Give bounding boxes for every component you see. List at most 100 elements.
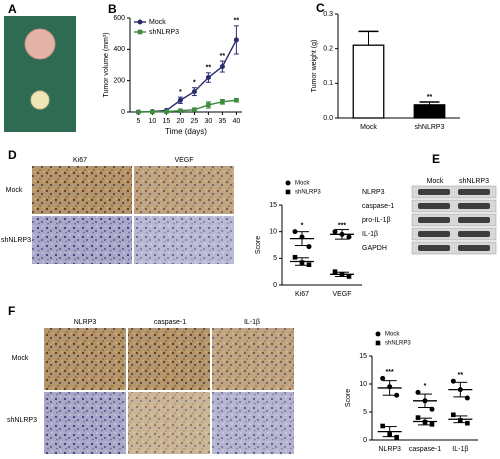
y-tick-label: 0 [121,109,125,116]
marker [136,109,141,115]
legend-label: shNLRP3 [295,190,321,196]
blot-band [458,245,490,251]
y-tick-label: 0 [363,437,367,444]
significance: * [179,89,182,96]
marker [450,378,456,384]
blot-row-label: caspase-1 [362,203,394,210]
significance: *** [338,223,346,230]
legend-label: Mock [385,332,400,338]
legend-marker [137,19,143,25]
marker [150,109,155,115]
x-tick-label: 30 [205,118,213,125]
marker [332,229,338,235]
y-axis-label: Score [255,236,262,254]
legend-label: Mock [295,181,310,187]
tumor-mock [24,28,56,60]
legend-label: shNLRP3 [149,29,179,36]
y-tick-label: 200 [113,78,125,85]
row-label: Mock [12,355,29,362]
panel-label: D [8,148,17,162]
panel-label: F [8,304,15,318]
marker [292,254,298,260]
marker [451,412,456,418]
panel-label: A [8,2,17,16]
y-tick-label: 5 [273,255,277,262]
blot-row-label: pro-IL-1β [362,217,391,224]
x-tick-label: IL-1β [452,446,468,453]
x-tick-label: caspase-1 [409,446,441,453]
row-label: Mock [6,187,23,194]
marker [346,234,352,240]
column-label: VEGF [174,157,193,164]
x-axis-label: Time (days) [165,127,207,136]
blot-band [458,189,490,195]
marker [380,423,385,429]
legend-marker [375,340,381,346]
tumor-shnlrp3 [30,90,50,110]
column-label: Ki67 [73,157,87,164]
histology-d: Ki67 VEGF Mock shNLRP3 [1,157,234,264]
x-tick-label: Mock [360,124,377,131]
bar [413,104,446,119]
panel-label: E [432,152,440,166]
column-label: NLRP3 [74,319,97,326]
marker [164,109,169,114]
marker [415,415,421,420]
marker [429,422,435,427]
legend-marker [375,331,381,337]
x-tick-label: 40 [233,118,241,125]
bar [352,44,385,119]
marker [205,75,211,81]
marker [192,107,197,112]
x-tick-label: 10 [149,118,157,125]
y-tick-label: 15 [359,353,367,360]
significance: ** [220,53,226,60]
legend-label: shNLRP3 [385,341,411,347]
legend-marker [285,180,291,186]
row-label: shNLRP3 [1,237,31,244]
significance: ** [427,94,433,101]
y-tick-label: 0.3 [323,11,333,18]
histology-image [134,166,234,214]
y-tick-label: 10 [359,381,367,388]
y-tick-label: 10 [269,229,277,236]
blot-row-label: NLRP3 [362,189,385,196]
marker [306,244,312,250]
marker [177,97,183,103]
blot-band [418,217,450,223]
histology-image [134,216,234,264]
y-tick-label: 0 [273,282,277,289]
legend-label: Mock [149,19,166,26]
column-label: caspase-1 [154,319,186,326]
histology-image [128,392,210,454]
marker [233,37,239,43]
marker [234,97,239,103]
panel-label: C [316,1,325,15]
x-tick-label: 20 [177,118,185,125]
x-tick-label: 25 [191,118,199,125]
y-tick-label: 15 [269,202,277,209]
histology-image [32,166,132,214]
marker [332,269,338,274]
y-axis-label: Tumor weight (g) [311,40,318,93]
significance: *** [386,369,394,376]
significance: * [301,223,304,230]
blot-band [458,203,490,209]
significance: * [193,80,196,87]
column-label: IL-1β [244,319,260,326]
x-tick-label: 35 [219,118,227,125]
significance: * [424,383,427,390]
blot-band [458,217,490,223]
histology-image [44,328,126,390]
x-tick-label: 15 [163,118,171,125]
histology-image [212,328,294,390]
marker [380,375,386,381]
significance: ** [206,65,212,72]
x-tick-label: NLRP3 [378,446,401,453]
histology-f: NLRP3 caspase-1 IL-1β Mock shNLRP3 [7,319,294,454]
marker [464,395,470,401]
significance: ** [458,372,464,379]
histology-image [44,392,126,454]
marker [465,420,470,426]
row-label: shNLRP3 [7,417,37,424]
